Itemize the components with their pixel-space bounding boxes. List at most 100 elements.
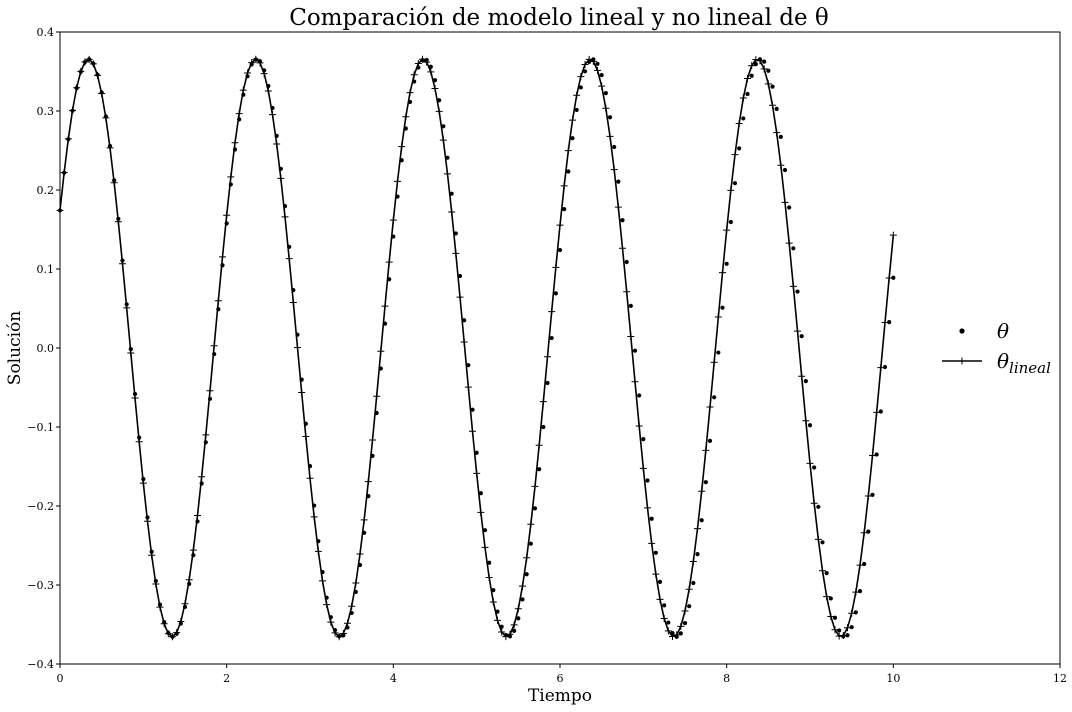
- data-point-plus: [514, 605, 522, 613]
- data-point-plus: [560, 182, 568, 190]
- data-point-plus: [552, 263, 560, 271]
- data-point-plus: [160, 620, 168, 628]
- data-point-plus: [469, 427, 476, 435]
- data-point-plus: [123, 304, 131, 312]
- data-point-plus: [589, 57, 597, 65]
- legend-marker-plus: [958, 357, 966, 365]
- data-point-dot: [607, 115, 613, 120]
- data-point-dot: [749, 73, 754, 78]
- data-point-plus: [206, 387, 214, 395]
- data-point-plus: [177, 618, 185, 626]
- data-point-plus: [719, 269, 726, 277]
- y-tick-label: 0.1: [37, 263, 55, 276]
- data-point-dot: [878, 409, 883, 414]
- data-point-plus: [760, 65, 768, 73]
- data-point-dot: [737, 146, 742, 151]
- data-point-dot: [799, 334, 804, 339]
- data-point-plus: [335, 633, 343, 641]
- data-point-plus: [673, 631, 681, 639]
- data-point-plus: [694, 525, 701, 533]
- data-point-dot: [741, 116, 746, 121]
- axis-ticks: 0 2 4 6 8 10 12 −0.4 −0.3 −0.2 −0.1 0.0 0.1 0.2 0.3 0.4: [27, 26, 1067, 685]
- data-point-plus: [685, 585, 693, 593]
- data-point-plus: [219, 253, 226, 261]
- data-point-plus: [769, 101, 776, 109]
- data-point-plus: [502, 633, 510, 641]
- data-point-plus: [77, 67, 85, 75]
- y-tick-label: 0.4: [37, 26, 55, 39]
- data-point-plus: [498, 628, 506, 636]
- data-point-plus: [873, 408, 881, 416]
- data-point-plus: [210, 342, 218, 350]
- x-tick-label: 2: [223, 672, 230, 685]
- data-point-dot: [882, 364, 888, 370]
- data-point-plus: [460, 338, 468, 346]
- y-axis-label: Solución: [5, 311, 25, 385]
- data-point-plus: [710, 358, 718, 366]
- data-point-plus: [523, 554, 531, 562]
- data-point-plus: [269, 111, 276, 119]
- data-point-plus: [373, 392, 381, 400]
- data-point-plus: [198, 473, 206, 481]
- data-point-plus: [169, 633, 176, 641]
- data-point-plus: [548, 308, 556, 316]
- data-point-plus: [506, 630, 514, 638]
- x-tick-label: 8: [723, 672, 730, 685]
- data-point-plus: [827, 613, 835, 621]
- data-point-dot: [520, 597, 525, 602]
- data-point-plus: [606, 132, 614, 140]
- data-point-dot: [687, 604, 692, 609]
- data-point-dot: [478, 491, 483, 496]
- data-point-plus: [448, 208, 456, 216]
- data-point-plus: [544, 353, 551, 361]
- data-point-plus: [877, 364, 885, 372]
- data-point-plus: [648, 539, 656, 547]
- data-point-plus: [510, 621, 518, 629]
- data-point-dot: [549, 335, 554, 341]
- data-point-plus: [644, 504, 651, 512]
- data-point-plus: [714, 313, 722, 321]
- data-point-dot: [545, 380, 550, 386]
- data-point-dot: [449, 191, 454, 196]
- data-point-dot: [774, 106, 779, 111]
- data-point-plus: [731, 151, 739, 159]
- data-point-plus: [323, 601, 331, 609]
- data-point-plus: [406, 89, 414, 97]
- data-point-dot: [641, 436, 646, 442]
- data-point-plus: [535, 441, 543, 449]
- data-point-dot: [574, 107, 579, 113]
- data-point-plus: [735, 120, 743, 128]
- plot-frame: [59, 31, 1061, 665]
- data-point-dot: [657, 579, 663, 585]
- data-point-plus: [652, 570, 660, 578]
- data-point-plus: [519, 582, 526, 590]
- data-point-plus: [369, 436, 376, 444]
- data-point-plus: [573, 91, 581, 99]
- data-point-plus: [185, 576, 193, 584]
- data-point-dot: [695, 552, 700, 557]
- data-point-plus: [356, 550, 364, 558]
- data-point-dot: [512, 628, 517, 633]
- data-point-dot: [770, 84, 775, 89]
- data-point-plus: [423, 58, 431, 66]
- data-point-plus: [189, 546, 197, 554]
- data-point-plus: [602, 104, 610, 112]
- data-point-dot: [474, 450, 479, 455]
- data-point-plus: [527, 520, 535, 528]
- data-point-plus: [531, 482, 539, 490]
- data-point-plus: [744, 74, 751, 82]
- data-point-plus: [748, 62, 756, 70]
- data-point-dot: [570, 136, 575, 141]
- data-point-plus: [819, 567, 826, 575]
- data-point-plus: [464, 383, 472, 391]
- data-point-plus: [785, 239, 793, 247]
- data-point-plus: [348, 602, 356, 610]
- data-point-plus: [285, 255, 293, 263]
- data-point-dot: [470, 407, 475, 412]
- data-point-plus: [660, 614, 668, 622]
- y-tick-label: −0.3: [27, 579, 54, 592]
- data-point-dot: [524, 572, 529, 577]
- data-point-dot: [487, 560, 492, 565]
- data-point-plus: [414, 60, 422, 68]
- data-point-dot: [553, 291, 558, 296]
